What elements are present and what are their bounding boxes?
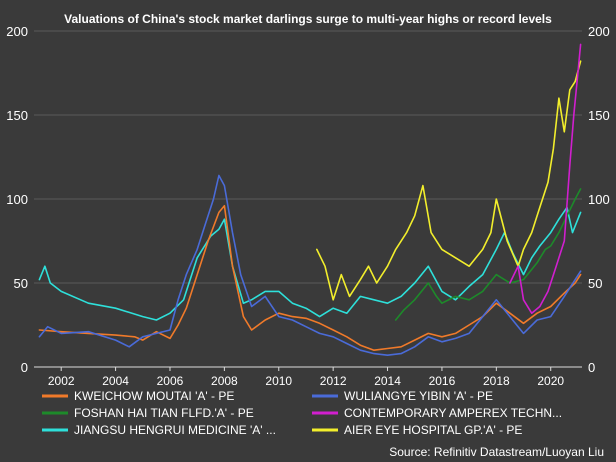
series-line-0 xyxy=(38,204,582,351)
x-tick-label: 2014 xyxy=(374,374,401,388)
series-line-4 xyxy=(38,206,582,321)
y-tick-label-right: 0 xyxy=(588,360,595,375)
y-tick-label-right: 100 xyxy=(588,192,610,207)
series-layer xyxy=(38,43,582,356)
legend: KWEICHOW MOUTAI 'A' - PE WULIANGYE YIBIN … xyxy=(42,389,562,437)
legend-label: CONTEMPORARY AMPEREX TECHN... xyxy=(344,406,562,420)
series-line-2 xyxy=(394,188,582,321)
x-ticks: 2002 2004 2006 2008 2010 2012 2014 2016 2018 2020 xyxy=(48,367,564,388)
y-tick-label-right: 50 xyxy=(588,276,602,291)
legend-label: JIANGSU HENGRUI MEDICINE 'A' ... xyxy=(74,423,276,437)
legend-label: FOSHAN HAI TIAN FLFD.'A' - PE xyxy=(74,406,254,420)
x-tick-label: 2016 xyxy=(429,374,456,388)
y-tick-label-left: 50 xyxy=(14,276,28,291)
x-tick-label: 2012 xyxy=(320,374,347,388)
y-tick-label-left: 150 xyxy=(6,108,28,123)
series-line-3 xyxy=(509,43,582,314)
x-tick-label: 2010 xyxy=(265,374,292,388)
y-ticks-left: 0 50 100 150 200 xyxy=(6,24,28,375)
x-tick-label: 2002 xyxy=(48,374,75,388)
x-tick-label: 2008 xyxy=(211,374,238,388)
y-tick-label-left: 0 xyxy=(21,360,28,375)
chart-title: Valuations of China's stock market darli… xyxy=(64,12,552,26)
chart-source: Source: Refinitiv Datastream/Luoyan Liu xyxy=(389,445,604,459)
y-tick-label-right: 150 xyxy=(588,108,610,123)
x-tick-label: 2006 xyxy=(157,374,184,388)
y-tick-label-right: 200 xyxy=(588,24,610,39)
legend-label: AIER EYE HOSPITAL GP.'A' - PE xyxy=(344,423,522,437)
y-tick-label-left: 100 xyxy=(6,192,28,207)
x-tick-label: 2020 xyxy=(537,374,564,388)
x-tick-label: 2004 xyxy=(102,374,129,388)
gridlines xyxy=(34,30,582,284)
series-line-1 xyxy=(38,174,582,356)
legend-label: WULIANGYE YIBIN 'A' - PE xyxy=(344,389,493,403)
y-ticks-right: 0 50 100 150 200 xyxy=(588,24,610,375)
series-line-5 xyxy=(316,60,582,301)
y-tick-label-left: 200 xyxy=(6,24,28,39)
legend-label: KWEICHOW MOUTAI 'A' - PE xyxy=(74,389,234,403)
x-tick-label: 2018 xyxy=(483,374,510,388)
